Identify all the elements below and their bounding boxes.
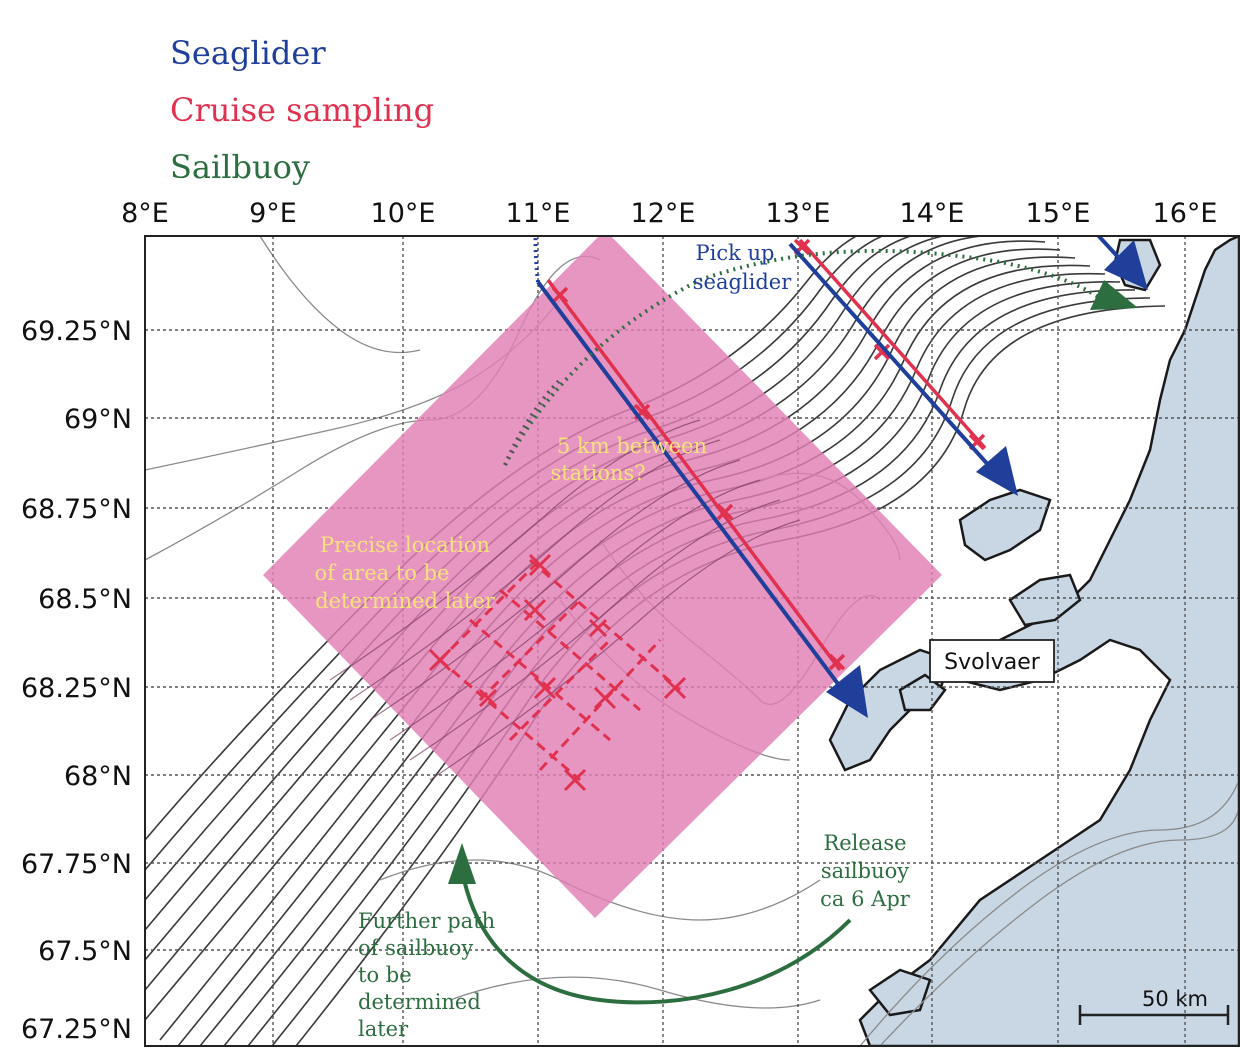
precise-text-2: of area to be — [315, 561, 450, 585]
longitude-labels: 8°E 9°E 10°E 11°E 12°E 13°E 14°E 15°E 16… — [121, 198, 1217, 229]
stations-text-1: 5 km between — [557, 434, 707, 458]
legend-sailbuoy: Sailbuoy — [170, 148, 310, 186]
legend-cruise-sampling: Cruise sampling — [170, 91, 434, 129]
further-text-5: later — [358, 1017, 409, 1041]
pickup-text-1: Pick up — [696, 241, 775, 265]
lon-label-14e: 14°E — [900, 198, 965, 229]
pickup-text-2: seaglider — [693, 270, 792, 294]
precise-annotation: Precise location of area to be determine… — [315, 533, 496, 613]
release-text-2: sailbuoy — [821, 859, 909, 883]
sailbuoy-track — [448, 248, 1138, 1005]
lon-label-9e: 9°E — [249, 198, 297, 229]
release-text-3: ca 6 Apr — [820, 887, 911, 911]
precise-text-1: Precise location — [320, 533, 490, 557]
svolvaer-text: Svolvaer — [944, 650, 1041, 675]
stations-text-2: stations? — [550, 461, 645, 485]
place-label-svolvaer: Svolvaer — [929, 639, 1055, 683]
precise-text-3: determined later — [315, 589, 496, 613]
scale-bar: 50 km — [1078, 987, 1230, 1025]
further-text-3: to be — [358, 963, 412, 987]
further-text-2: of sailbuoy — [358, 936, 473, 960]
lat-label-68: 68°N — [64, 761, 132, 792]
lon-label-10e: 10°E — [371, 198, 436, 229]
lat-label-67-5: 67.5°N — [38, 936, 132, 967]
lon-label-16e: 16°E — [1153, 198, 1218, 229]
further-text-1: Further path — [358, 909, 495, 933]
further-text-4: determined — [358, 990, 481, 1014]
lat-label-68-75: 68.75°N — [21, 494, 132, 525]
sampling-stations — [428, 553, 687, 792]
lon-label-12e: 12°E — [631, 198, 696, 229]
lon-label-15e: 15°E — [1026, 198, 1091, 229]
lon-label-13e: 13°E — [766, 198, 831, 229]
lon-label-8e: 8°E — [121, 198, 169, 229]
release-annotation: Release sailbuoy ca 6 Apr — [820, 831, 911, 911]
map-frame — [144, 235, 1240, 1047]
lon-label-11e: 11°E — [506, 198, 571, 229]
lat-label-67-75: 67.75°N — [21, 849, 132, 880]
pickup-annotation: Pick up seaglider — [693, 241, 792, 294]
lat-label-68-5: 68.5°N — [38, 584, 132, 615]
further-path-annotation: Further path of sailbuoy to be determine… — [358, 909, 495, 1041]
lat-label-68-25: 68.25°N — [21, 673, 132, 704]
lat-label-67-25: 67.25°N — [21, 1014, 132, 1045]
release-text-1: Release — [823, 831, 906, 855]
lat-label-69: 69°N — [64, 404, 132, 435]
lat-label-69-25: 69.25°N — [21, 316, 132, 347]
scale-label: 50 km — [1142, 987, 1208, 1011]
seaglider-track — [533, 236, 1148, 718]
cruise-transects — [546, 238, 987, 672]
stations-annotation: 5 km between stations? — [550, 434, 707, 485]
legend-seaglider: Seaglider — [170, 34, 326, 72]
latitude-labels: 69.25°N 69°N 68.75°N 68.5°N 68.25°N 68°N… — [21, 316, 132, 1045]
